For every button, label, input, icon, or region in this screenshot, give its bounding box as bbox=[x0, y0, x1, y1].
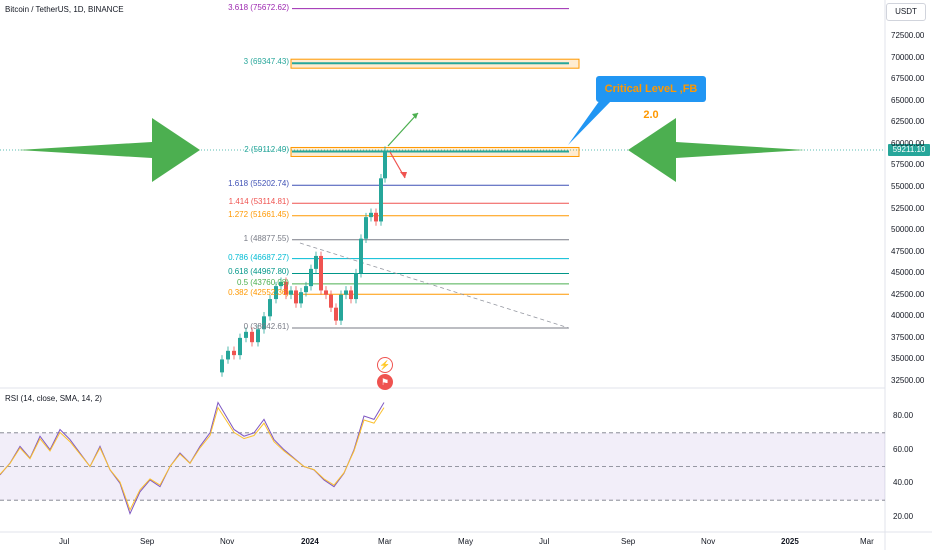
candle-body bbox=[339, 294, 343, 321]
candle-body bbox=[344, 290, 348, 295]
candle-body bbox=[279, 281, 283, 287]
time-axis-label: Sep bbox=[140, 537, 155, 546]
callout-box[interactable]: Critical LeveL ,FB 2.0 bbox=[596, 76, 706, 121]
candle-body bbox=[359, 238, 363, 274]
price-axis-label: 35000.00 bbox=[891, 354, 925, 364]
fib-level-label: 0.5 (43760.08) bbox=[236, 277, 289, 287]
candle-body bbox=[256, 329, 260, 343]
rsi-axis-label: 60.00 bbox=[893, 444, 914, 454]
time-axis-label: May bbox=[458, 537, 474, 546]
callout-text: Critical LeveL ,FB 2.0 bbox=[604, 83, 698, 121]
candle-body bbox=[304, 286, 308, 293]
time-axis-label: Jul bbox=[539, 537, 550, 546]
price-axis-label: 70000.00 bbox=[891, 52, 925, 62]
fib-level-label: 3 (69347.43) bbox=[243, 57, 289, 67]
candle-body bbox=[374, 212, 378, 222]
left-big-arrow bbox=[18, 118, 200, 182]
candle-body bbox=[238, 337, 242, 356]
up-arrow-head bbox=[412, 113, 418, 119]
fib-level-label: 3.618 (75672.62) bbox=[228, 2, 289, 12]
rsi-ma-line bbox=[0, 406, 385, 512]
fib-level-label: 0.382 (42552.36) bbox=[228, 288, 289, 298]
candle-body bbox=[268, 299, 272, 317]
price-axis-label: 37500.00 bbox=[891, 332, 925, 342]
candle-body bbox=[329, 294, 333, 308]
price-axis-label: 57500.00 bbox=[891, 160, 925, 170]
candle-body bbox=[383, 150, 387, 179]
candle-body bbox=[250, 331, 254, 343]
candle-body bbox=[289, 290, 293, 295]
time-axis-label: Nov bbox=[220, 537, 235, 546]
lightning-icon[interactable]: ⚡ bbox=[377, 357, 393, 373]
rsi-title: RSI (14, close, SMA, 14, 2) bbox=[5, 394, 102, 403]
time-axis-label: 2025 bbox=[781, 537, 799, 546]
trend-line bbox=[299, 242, 570, 329]
candle-body bbox=[220, 359, 224, 373]
price-axis-label: 60000.00 bbox=[891, 138, 925, 148]
candle-body bbox=[364, 217, 368, 239]
fib-level-label: 1.414 (53114.81) bbox=[228, 197, 289, 207]
candle-body bbox=[319, 255, 323, 291]
candle-body bbox=[299, 292, 303, 304]
candle-body bbox=[369, 212, 373, 218]
price-axis-label: 55000.00 bbox=[891, 181, 925, 191]
fib-level-label: 0 (38642.61) bbox=[243, 322, 289, 332]
candle-body bbox=[324, 290, 328, 295]
fib-level-label: 1.272 (51661.45) bbox=[228, 209, 289, 219]
candle-body bbox=[349, 290, 353, 300]
time-axis-label: Sep bbox=[621, 537, 636, 546]
flag-icon[interactable]: ⚑ bbox=[377, 374, 393, 390]
candle-body bbox=[294, 290, 298, 304]
down-arrow-head bbox=[400, 172, 407, 178]
fib-level-label: 1 (48877.55) bbox=[243, 233, 289, 243]
candle-body bbox=[244, 331, 248, 338]
right-big-arrow bbox=[628, 118, 805, 182]
price-axis-label: 32500.00 bbox=[891, 376, 925, 385]
fib-level-label: 2 (59112.49) bbox=[244, 145, 289, 155]
candle-body bbox=[379, 178, 383, 222]
fib-level-label: 0.786 (46687.27) bbox=[228, 252, 289, 262]
time-axis-label: 2024 bbox=[301, 537, 319, 546]
time-axis-label: Jul bbox=[59, 537, 70, 546]
candle-body bbox=[334, 307, 338, 321]
candle-body bbox=[226, 350, 230, 360]
time-axis-label: Nov bbox=[701, 537, 716, 546]
rsi-axis-label: 40.00 bbox=[893, 478, 914, 488]
price-axis-label: 72500.00 bbox=[891, 31, 925, 40]
rsi-axis-label: 20.00 bbox=[893, 512, 914, 521]
candle-body bbox=[262, 316, 266, 330]
callout-pointer bbox=[568, 100, 612, 145]
candle-body bbox=[284, 281, 288, 295]
fib-level-label: 1.618 (55202.74) bbox=[228, 179, 289, 189]
fib-level-label: 0.618 (44967.80) bbox=[228, 267, 289, 277]
price-axis-label: 52500.00 bbox=[891, 203, 925, 213]
rsi-axis-label: 80.00 bbox=[893, 411, 914, 420]
price-axis-label: 67500.00 bbox=[891, 74, 925, 84]
price-axis-label: 65000.00 bbox=[891, 95, 925, 105]
price-axis-label: 62500.00 bbox=[891, 117, 925, 127]
candle-body bbox=[309, 268, 313, 287]
symbol-title: Bitcoin / TetherUS, 1D, BINANCE bbox=[5, 5, 124, 14]
currency-selector[interactable]: USDT bbox=[886, 3, 926, 21]
up-arrow bbox=[387, 112, 419, 147]
price-axis-label: 50000.00 bbox=[891, 225, 925, 235]
last-price-tag: 59211.10 bbox=[888, 144, 930, 156]
candle-body bbox=[274, 286, 278, 300]
candle-body bbox=[232, 350, 236, 356]
candle-body bbox=[354, 273, 358, 300]
candle-body bbox=[314, 255, 318, 269]
price-axis-label: 42500.00 bbox=[891, 289, 925, 299]
price-axis-label: 40000.00 bbox=[891, 311, 925, 321]
time-axis-label: Mar bbox=[378, 537, 392, 546]
price-axis-label: 47500.00 bbox=[891, 246, 925, 256]
time-axis-label: Mar bbox=[860, 537, 874, 546]
price-axis-label: 45000.00 bbox=[891, 268, 925, 278]
